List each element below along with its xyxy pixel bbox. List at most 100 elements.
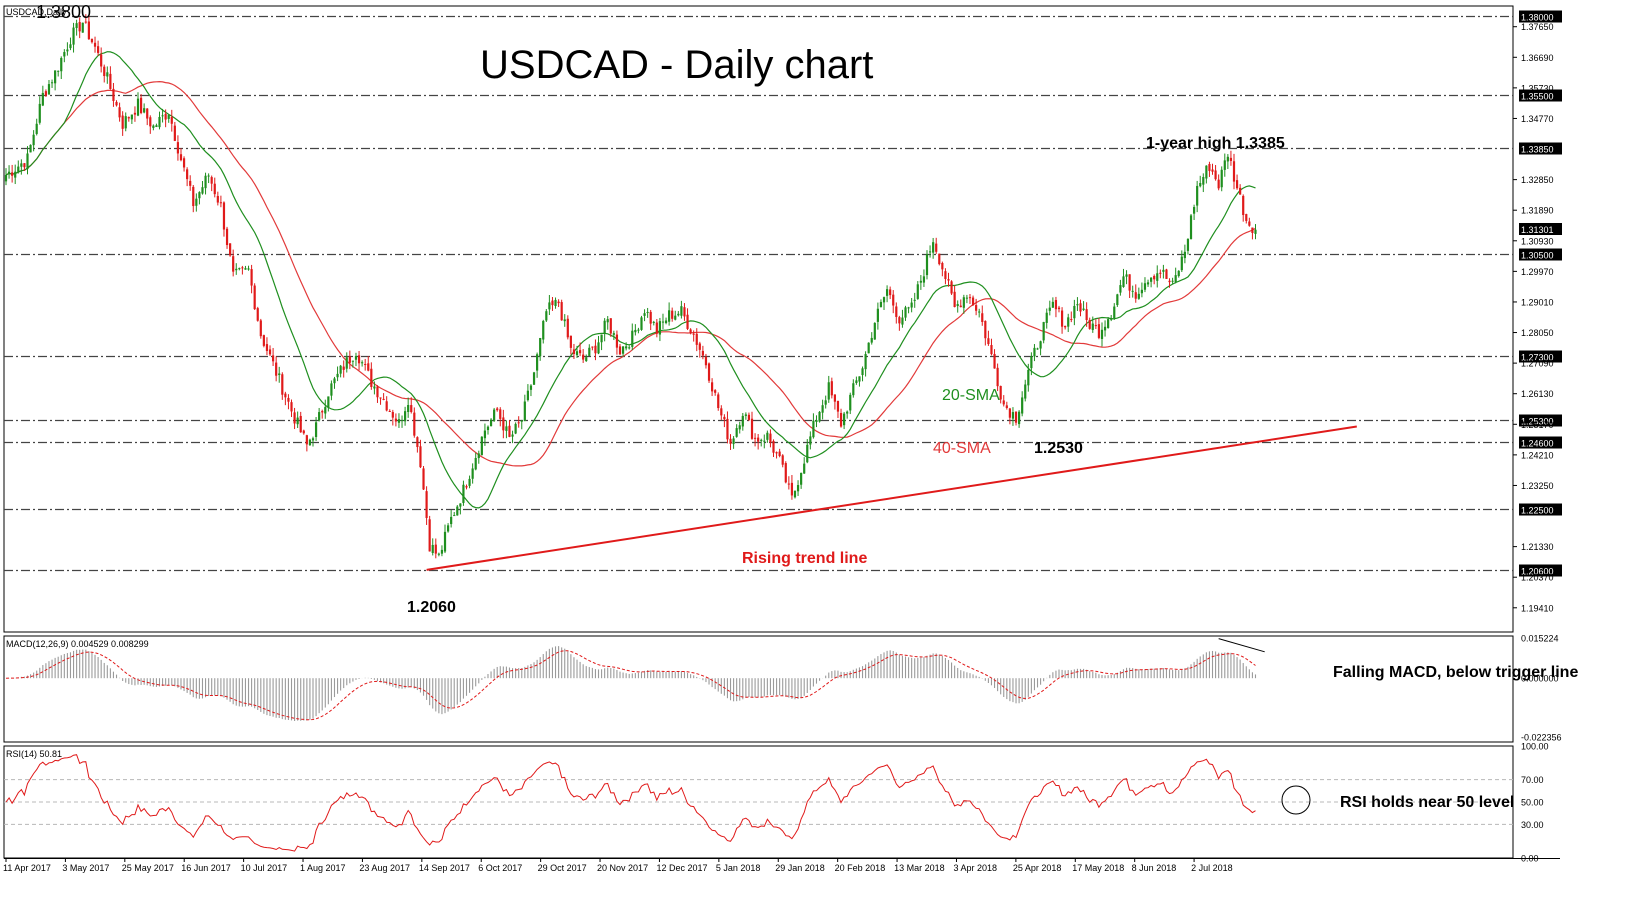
candle-body xyxy=(677,313,680,316)
candle-body xyxy=(167,115,170,119)
candle-body xyxy=(293,412,296,424)
candle-body xyxy=(796,485,800,492)
candle-body xyxy=(895,306,898,317)
candle-body xyxy=(364,364,367,366)
candle-body xyxy=(483,430,487,439)
annotation-1-2530: 1.2530 xyxy=(1034,440,1083,457)
rising-trend-line xyxy=(426,425,1357,571)
candle-body xyxy=(1002,400,1005,405)
candle-body xyxy=(578,350,582,354)
candle-body xyxy=(87,21,90,40)
candle-body xyxy=(229,243,232,256)
candle-body xyxy=(889,289,892,296)
candle-body xyxy=(646,311,649,313)
candle-body xyxy=(361,362,364,364)
candle-body xyxy=(701,350,704,356)
candle-body xyxy=(290,402,293,412)
candle-body xyxy=(440,549,444,554)
candle-body xyxy=(551,300,554,306)
date-tick-label: 1 Aug 2017 xyxy=(300,863,346,873)
candle-body xyxy=(508,425,511,437)
candle-body xyxy=(585,357,588,362)
candle-body xyxy=(732,438,735,445)
candle-body xyxy=(149,117,152,127)
price-tick-label: 1.21330 xyxy=(1521,542,1554,552)
rsi-tick-label: 0.00 xyxy=(1521,854,1539,864)
price-tick-label: 1.30930 xyxy=(1521,236,1554,246)
level-tag xyxy=(1519,564,1562,577)
candle-body xyxy=(843,413,846,426)
candle-body xyxy=(443,531,447,552)
candle-body xyxy=(996,367,999,387)
candle-body xyxy=(480,436,483,456)
candle-body xyxy=(139,97,143,113)
candle-body xyxy=(1208,164,1211,171)
candle-body xyxy=(597,342,600,354)
candle-body xyxy=(621,346,625,354)
rsi-tick-label: 50.00 xyxy=(1521,798,1544,808)
candle-body xyxy=(456,506,459,516)
candle-body xyxy=(75,23,78,29)
candle-body xyxy=(821,405,824,413)
candle-body xyxy=(446,525,450,532)
date-tick-label: 23 Aug 2017 xyxy=(359,863,410,873)
candle-body xyxy=(259,320,262,337)
candle-body xyxy=(612,333,615,335)
date-tick-label: 29 Oct 2017 xyxy=(538,863,587,873)
candle-body xyxy=(1196,185,1199,206)
candle-body xyxy=(348,356,351,363)
level-tag-label: 1.20600 xyxy=(1521,567,1554,577)
candle-body xyxy=(265,344,269,351)
candle-body xyxy=(271,355,275,362)
candle-body xyxy=(146,108,149,119)
candle-body xyxy=(885,289,889,296)
candle-body xyxy=(136,98,140,116)
candle-body xyxy=(542,321,545,340)
candle-body xyxy=(103,66,106,77)
candle-body xyxy=(121,115,124,129)
macd-tick-label: 0.015224 xyxy=(1521,634,1559,644)
candle-body xyxy=(216,195,219,203)
candle-body xyxy=(784,463,787,483)
candle-body xyxy=(815,420,818,422)
candle-body xyxy=(450,516,453,525)
candle-body xyxy=(852,383,855,396)
candle-body xyxy=(634,329,637,333)
candle-body xyxy=(437,553,440,555)
candle-body xyxy=(66,49,69,52)
level-tag-label: 1.38000 xyxy=(1521,13,1554,23)
annotations: USDCAD,Daily USDCAD - Daily chart 1.3800 1-… xyxy=(6,2,1285,616)
candle-body xyxy=(268,349,272,355)
candle-body xyxy=(944,271,947,279)
candle-body xyxy=(1214,170,1217,180)
candle-body xyxy=(781,455,784,465)
candle-body xyxy=(428,519,431,552)
sma40-line xyxy=(5,80,1256,467)
candle-body xyxy=(57,70,60,72)
candle-body xyxy=(29,144,32,153)
candle-body xyxy=(993,353,996,369)
candle-body xyxy=(812,420,815,438)
candle-body xyxy=(262,335,265,346)
candle-body xyxy=(569,335,572,348)
candle-body xyxy=(238,268,241,270)
candle-body xyxy=(603,320,606,334)
candle-body xyxy=(772,440,775,453)
candle-body xyxy=(474,458,477,470)
candle-body xyxy=(763,440,766,442)
candle-body xyxy=(588,347,591,356)
candle-body xyxy=(714,390,717,393)
candle-body xyxy=(861,368,864,376)
macd-falling-marker xyxy=(1218,638,1265,653)
candle-body xyxy=(1183,251,1186,259)
candle-body xyxy=(984,320,987,339)
candle-body xyxy=(1192,207,1196,214)
candle-body xyxy=(1103,326,1107,331)
candle-body xyxy=(668,310,671,322)
candle-body xyxy=(256,308,259,321)
candle-body xyxy=(407,405,410,413)
candle-body xyxy=(1042,322,1045,341)
candle-body xyxy=(232,256,235,272)
candle-body xyxy=(720,408,723,416)
candle-body xyxy=(655,322,658,334)
